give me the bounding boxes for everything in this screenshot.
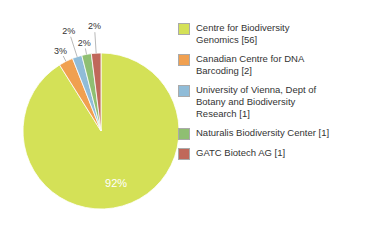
html-text:University of Vienna, Dept of: University of Vienna, Dept of — [196, 84, 317, 95]
svg-text:3%: 3% — [54, 46, 67, 56]
svg-text:2%: 2% — [88, 21, 101, 31]
html-text:Genomics [56]: Genomics [56] — [196, 34, 258, 45]
svg-text:2%: 2% — [62, 26, 75, 36]
html-text:Naturalis Biodiversity Center: Naturalis Biodiversity Center [1] — [196, 127, 330, 138]
html-text:Centre for Biodiversity: Centre for Biodiversity — [196, 22, 290, 33]
html-text:Research [1]: Research [1] — [196, 108, 250, 119]
html-text:GATC Biotech AG [1]: GATC Biotech AG [1] — [196, 147, 286, 158]
html-text:Barcoding [2]: Barcoding [2] — [196, 65, 252, 76]
svg-text:92%: 92% — [105, 177, 127, 189]
html-text:Canadian Centre for DNA: Canadian Centre for DNA — [196, 53, 305, 64]
html-text:Botany and Biodiversity: Botany and Biodiversity — [196, 96, 296, 107]
svg-text:2%: 2% — [78, 38, 91, 48]
